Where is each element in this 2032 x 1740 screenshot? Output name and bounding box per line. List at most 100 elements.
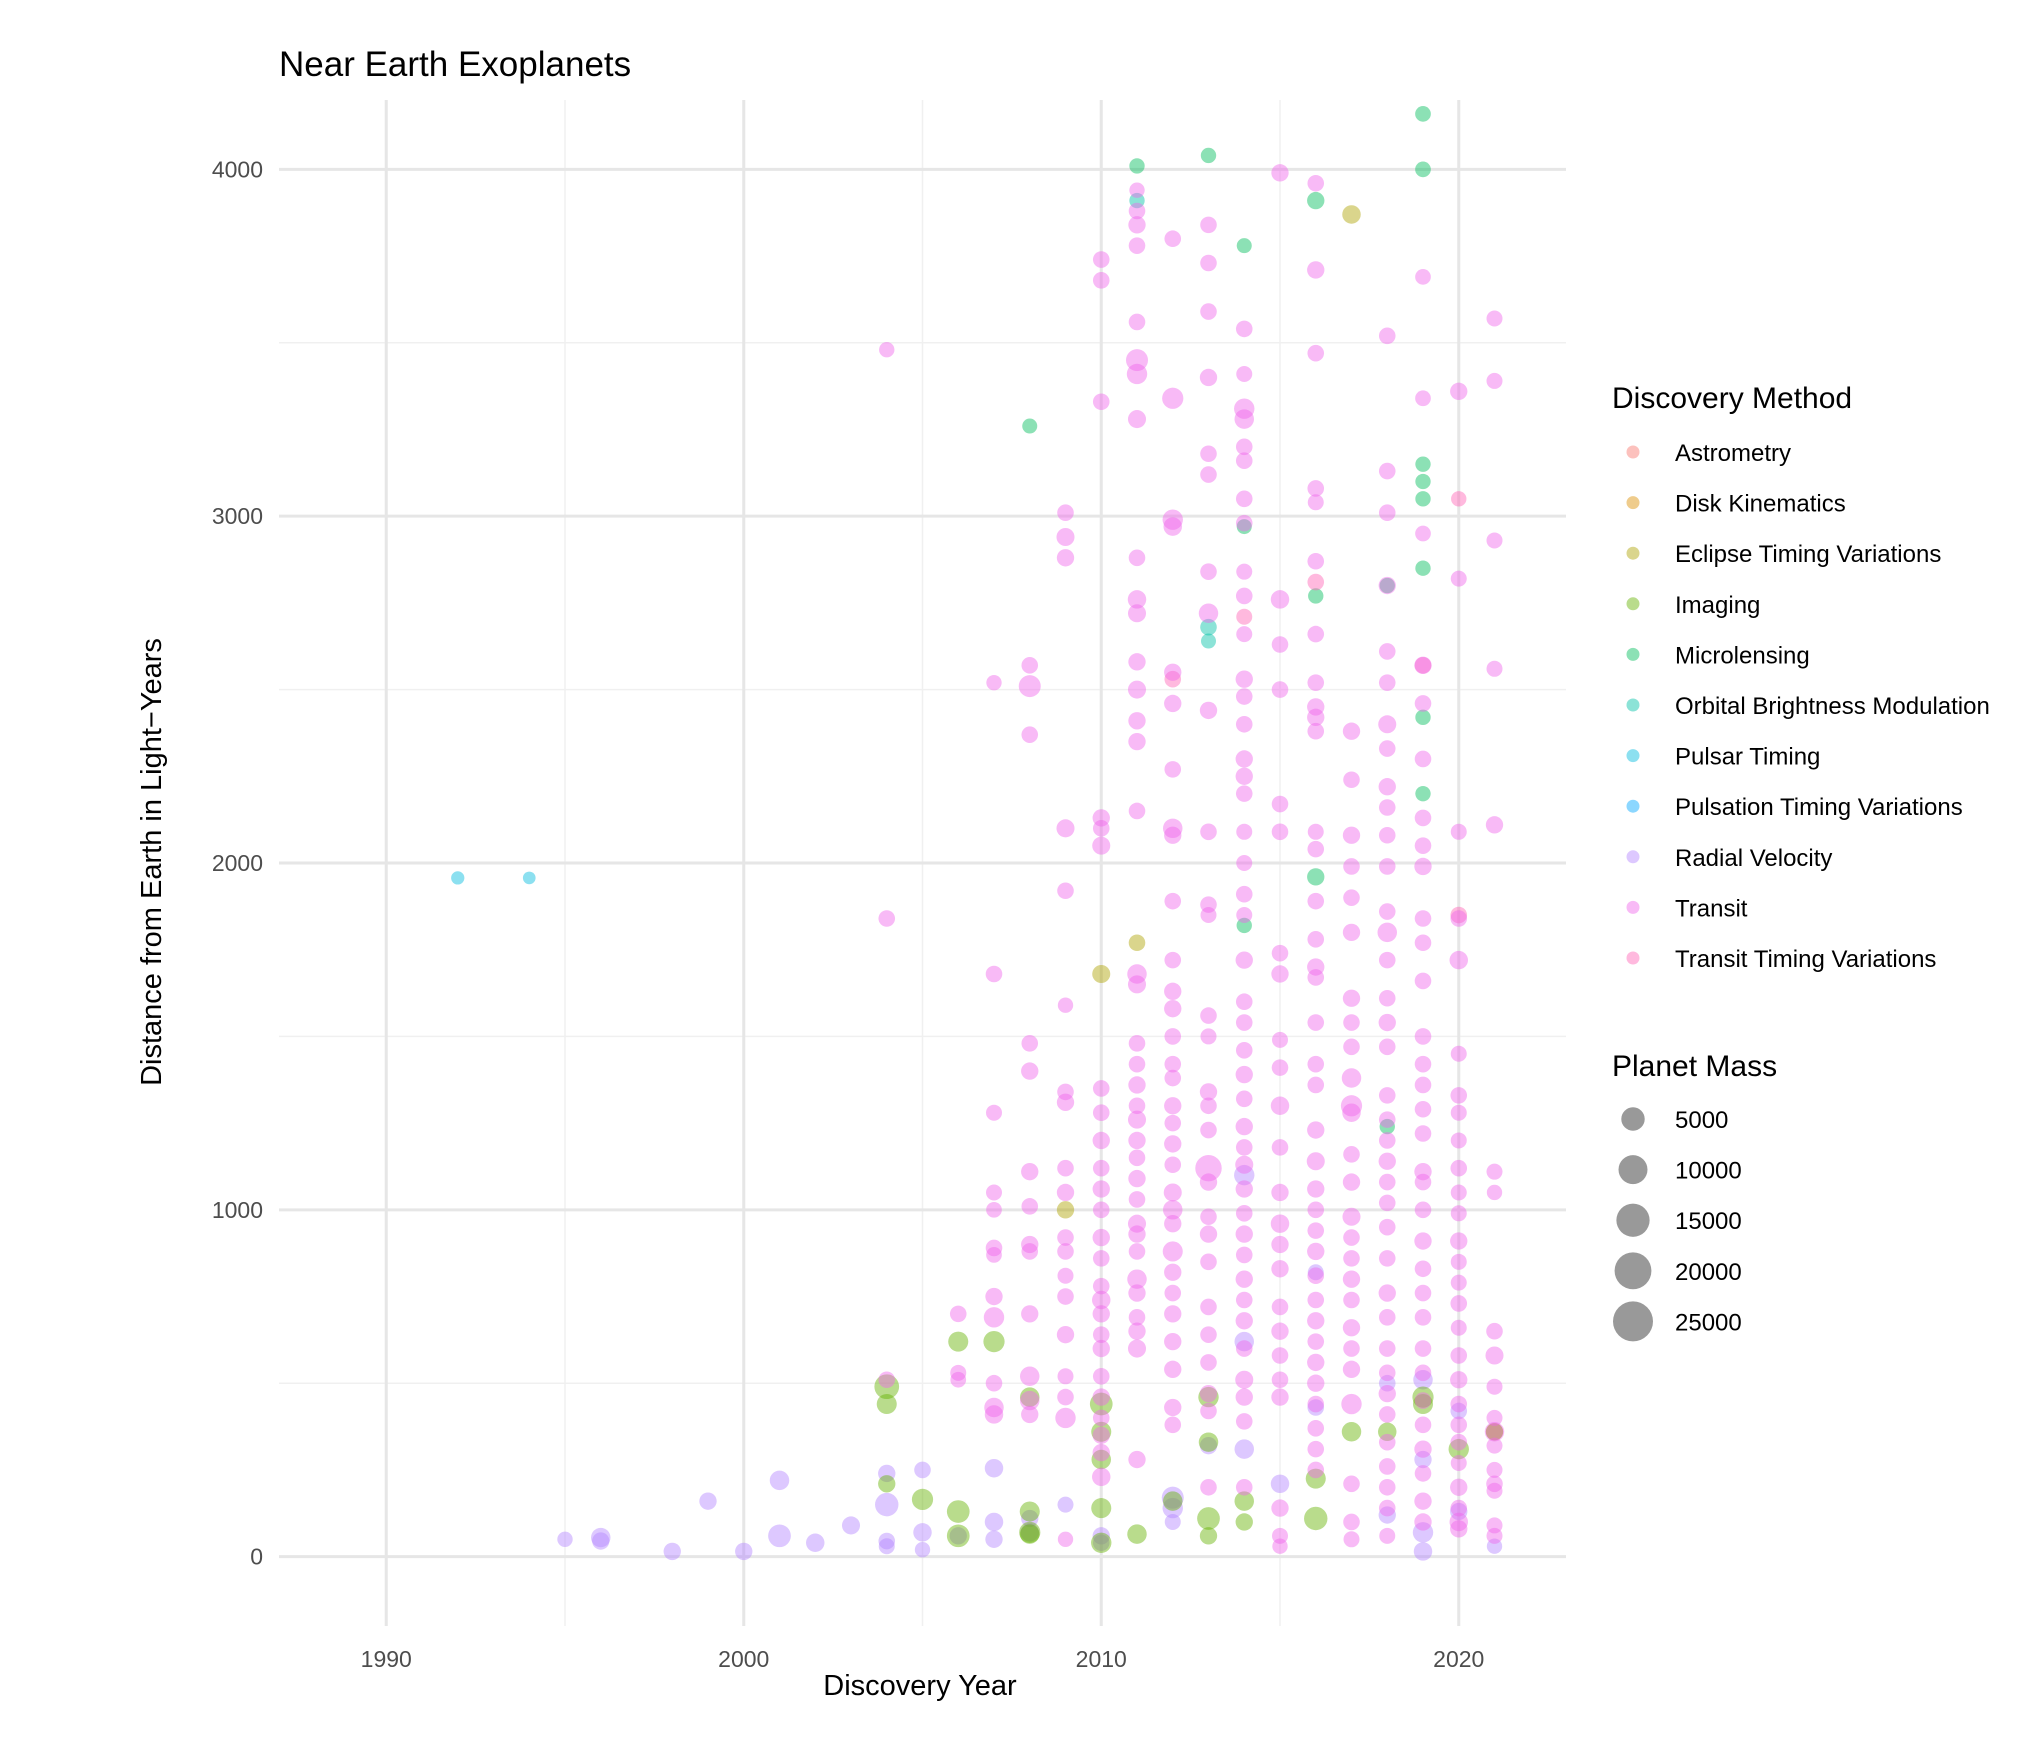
data-point [1234,1439,1254,1459]
data-point [1164,761,1182,778]
data-point [1126,349,1148,372]
data-point [1307,892,1325,910]
y-axis-title: Distance from Earth in Light−Years [136,638,168,1086]
data-point [878,1538,895,1555]
data-point [1450,1274,1467,1291]
data-point [1057,1288,1074,1305]
data-point [1450,1045,1467,1062]
data-point [1414,657,1432,674]
data-point [1450,1520,1468,1538]
data-point [1341,1393,1362,1415]
data-point [1450,1232,1468,1250]
data-point [1200,303,1217,320]
data-point [1200,1121,1217,1139]
data-point [1164,663,1182,681]
data-point [1163,517,1182,536]
data-point [1128,1131,1146,1150]
data-point [1272,1031,1288,1048]
data-point [1091,1449,1111,1470]
data-point [1342,1103,1361,1122]
size-legend-key [1618,1155,1648,1185]
data-point [1450,1371,1468,1389]
data-point [1415,106,1431,122]
data-point [1020,1387,1040,1407]
data-point [1343,1340,1360,1357]
data-point [1019,1521,1041,1543]
data-point [1450,1454,1467,1471]
data-point [875,1492,899,1517]
data-point [1162,387,1184,409]
data-point [1343,1146,1360,1163]
data-point [1092,1250,1110,1267]
data-point [1378,1194,1396,1212]
data-point [1163,1491,1183,1511]
data-point [1485,816,1504,834]
data-point [1127,1214,1147,1233]
data-point [1450,1395,1468,1413]
data-point [1129,182,1145,198]
series-transit [878,164,1505,1554]
data-point [1236,917,1252,934]
data-point [876,1394,897,1415]
data-point [1378,1218,1396,1236]
data-point [1379,1118,1395,1135]
data-point [1200,1028,1217,1045]
data-point [986,1104,1002,1121]
data-point [1164,951,1182,969]
data-point [1092,1104,1110,1121]
data-point [1412,1522,1434,1543]
data-point [1342,1360,1361,1379]
data-point [1271,1322,1289,1340]
data-point [1236,563,1253,580]
data-point [1128,1225,1146,1243]
data-point [1056,527,1075,547]
data-point [1128,653,1146,671]
data-point [1378,1406,1396,1423]
data-point [1272,1538,1288,1554]
data-point [1449,1512,1468,1532]
data-point [1234,1164,1255,1186]
size-legend-label: 20000 [1675,1259,1742,1286]
data-point [913,1523,932,1542]
data-point [1450,910,1468,927]
data-point [986,674,1002,691]
data-point [1415,161,1431,178]
chart-title: Near Earth Exoplanets [279,45,631,84]
data-point [1451,491,1467,507]
data-point [1236,365,1253,382]
data-point [1092,1388,1110,1406]
data-point [874,1374,900,1400]
data-point [985,1374,1003,1392]
data-point [1414,837,1432,854]
data-point [1307,1267,1325,1285]
data-point [983,1330,1005,1353]
data-point [1092,1409,1110,1427]
data-point [1092,1180,1110,1198]
data-point [1128,216,1146,234]
data-point [1234,1331,1254,1352]
data-point [948,1331,969,1352]
data-point [1057,1083,1074,1101]
data-point [1415,709,1431,726]
data-point [1236,608,1253,625]
data-point [1450,1295,1468,1312]
data-point [911,1488,934,1511]
data-point [1307,494,1324,511]
data-point [1235,1225,1253,1243]
data-point [1092,1228,1110,1247]
data-point [1198,1432,1219,1452]
data-point [1235,951,1253,969]
data-point [1378,1478,1396,1496]
data-point [1020,1524,1040,1544]
data-point [984,1458,1004,1478]
data-point [1092,836,1111,855]
data-point [1450,906,1468,924]
data-point [1307,1395,1325,1413]
data-point [1415,785,1431,802]
data-point [1271,1371,1289,1389]
data-point [949,1305,967,1323]
discovery-method-legend: Discovery Method Astrometry Disk Kinemati… [1612,382,1990,973]
data-point [1271,1260,1289,1278]
data-point [1128,1284,1146,1302]
data-point [1092,1443,1110,1462]
